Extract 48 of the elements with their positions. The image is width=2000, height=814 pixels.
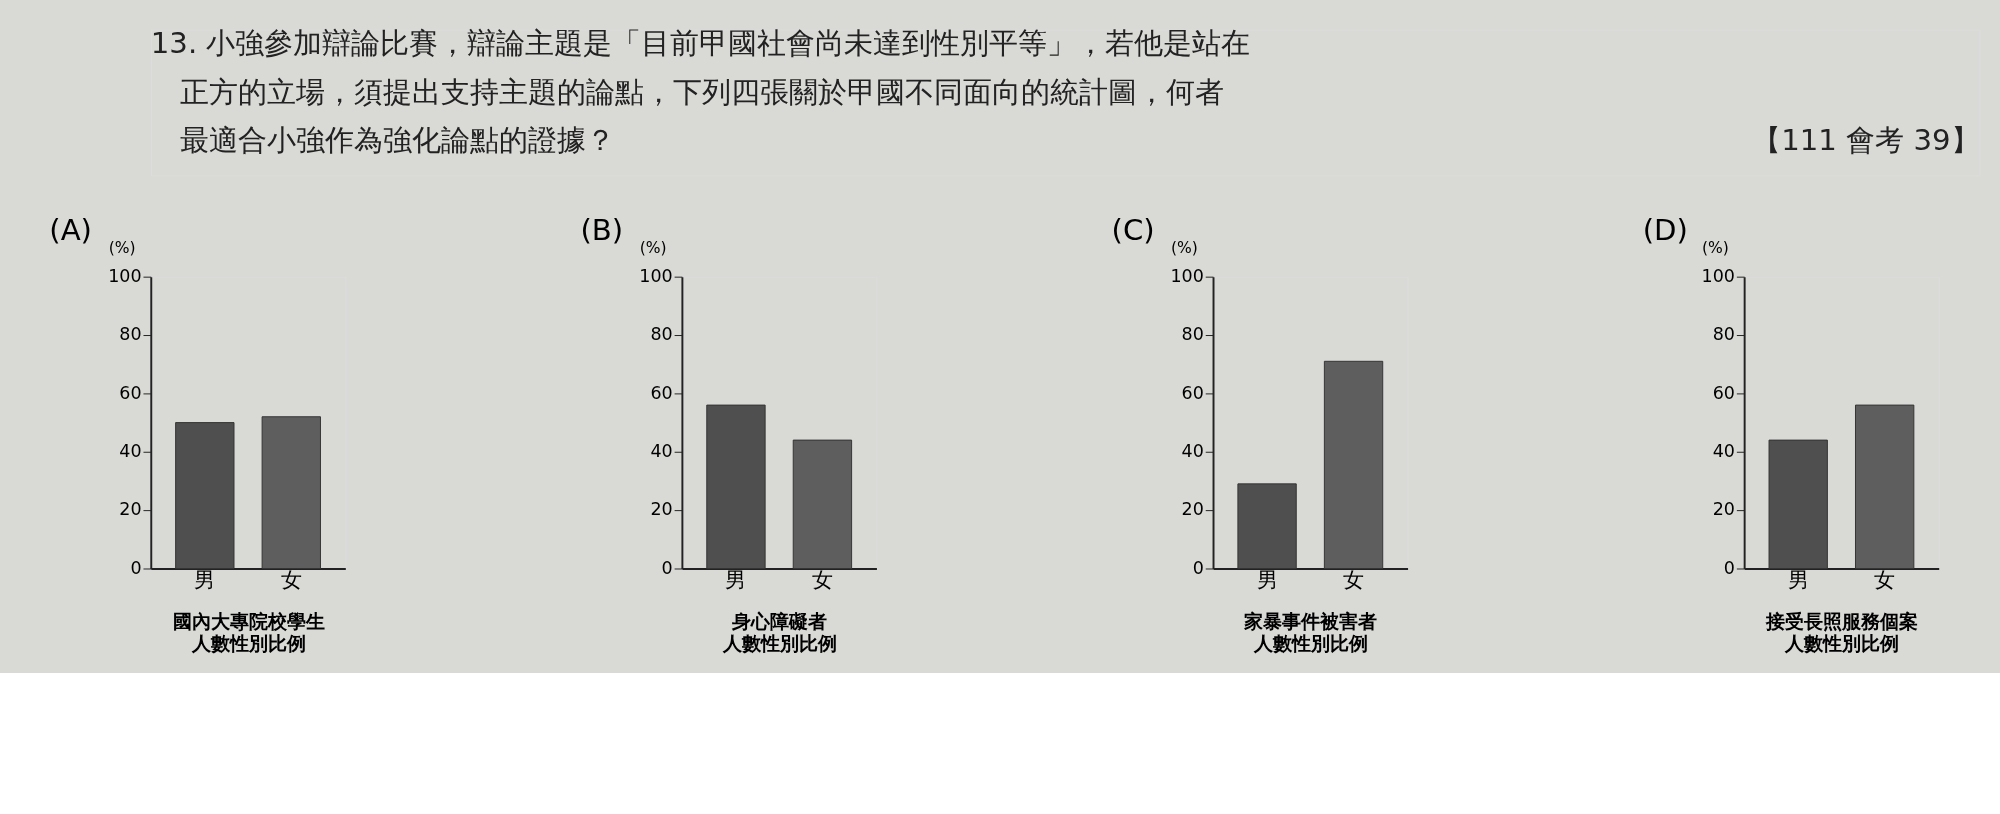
chart-title: (A) (49, 212, 92, 247)
y-tick-label: 80 (650, 324, 673, 345)
y-tick-label: 80 (1712, 324, 1735, 345)
y-tick-label: 100 (639, 266, 673, 287)
y-tick-label: 100 (108, 266, 142, 287)
y-tick-label: 40 (1181, 441, 1204, 462)
x-axis-title: 家暴事件被害者人數性別比例 (1243, 610, 1378, 655)
y-axis-title: (%) (639, 238, 667, 257)
x-tick-label: 男 (1787, 567, 1809, 593)
y-tick-label: 100 (1701, 266, 1735, 287)
y-tick-label: 60 (650, 382, 673, 403)
y-axis-title: (%) (1170, 238, 1198, 257)
text: 【111 會考 39】 (1752, 123, 1980, 158)
y-tick-label: 100 (1170, 266, 1204, 287)
x-axis-title: 國內大專院校學生人數性別比例 (172, 610, 325, 655)
x-tick-label: 女 (280, 567, 302, 593)
y-tick-label: 0 (130, 557, 142, 578)
y-tick-label: 20 (119, 499, 142, 520)
y-tick-label: 60 (119, 382, 142, 403)
x-axis-title: 接受長照服務個案人數性別比例 (1764, 610, 1918, 655)
y-tick-label: 20 (1712, 499, 1735, 520)
text: 13. 小強參加辯論比賽，辯論主題是「目前甲國社會尚未達到性別平等」，若他是站在 (150, 25, 1251, 60)
y-tick-label: 40 (650, 441, 673, 462)
x-tick-label: 女 (811, 567, 833, 593)
x-axis-title: 身心障礙者人數性別比例 (721, 610, 837, 655)
y-tick-label: 0 (1192, 557, 1204, 578)
y-tick-label: 0 (661, 557, 673, 578)
chart-title: (D) (1642, 212, 1688, 247)
text: 正方的立場，須提出支持主題的論點，下列四張關於甲國不同面向的統計圖，何者 (179, 74, 1224, 109)
y-tick-label: 20 (650, 499, 673, 520)
chart-title: (B) (580, 212, 624, 247)
chart-title: (C) (1111, 212, 1155, 247)
y-tick-label: 0 (1723, 557, 1735, 578)
y-axis-title: (%) (108, 238, 136, 257)
y-tick-label: 60 (1712, 382, 1735, 403)
y-axis-title: (%) (1702, 238, 1729, 257)
x-tick-label: 女 (1874, 567, 1896, 593)
y-tick-label: 80 (1181, 324, 1204, 345)
y-tick-label: 40 (119, 441, 142, 462)
x-tick-label: 男 (194, 567, 216, 593)
y-tick-label: 80 (119, 324, 142, 345)
y-tick-label: 60 (1181, 382, 1204, 403)
x-tick-label: 女 (1343, 567, 1365, 593)
y-tick-label: 20 (1181, 499, 1204, 520)
text: 最適合小強作為強化論點的證據？ (179, 123, 615, 158)
x-tick-label: 男 (1256, 567, 1278, 593)
y-tick-label: 40 (1712, 441, 1735, 462)
x-tick-label: 男 (725, 567, 747, 593)
